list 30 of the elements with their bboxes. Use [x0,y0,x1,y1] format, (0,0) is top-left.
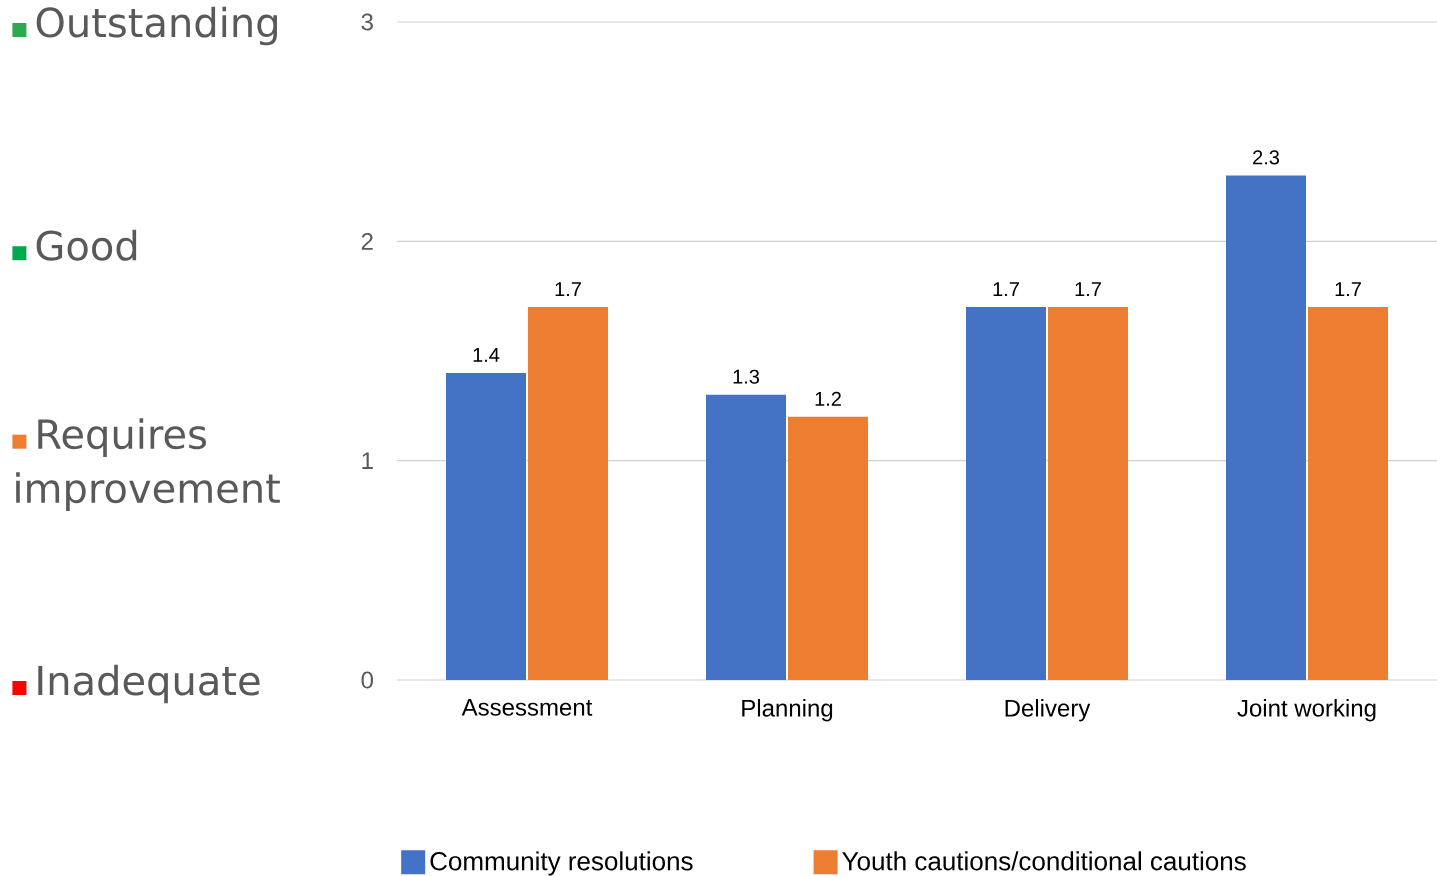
data-label: 1.7 [555,282,581,297]
data-label: 1.7 [993,282,1019,297]
bar [706,394,786,680]
text: Outstanding [36,6,277,46]
bar [446,372,526,680]
y-tick-label: 3 [361,13,373,31]
data-label: 1.4 [473,348,500,362]
bar [965,307,1046,680]
x-tick-label: Assessment [461,699,593,716]
bar [788,416,868,680]
x-tick-label: Joint working [1237,699,1376,722]
text: Good [36,229,137,261]
data-label: 2.3 [1253,150,1280,165]
data-label: 1.2 [815,391,841,406]
text: Inadequate [38,664,260,704]
y-tick-label: 1 [362,452,373,469]
y-tick-label: 0 [361,671,374,689]
legend-label: Community resolutions [430,851,693,876]
data-label: 1.7 [1335,282,1361,297]
bar [1307,307,1388,680]
text: Requires improvement [16,418,280,511]
x-tick-label: Planning [742,699,833,722]
data-label: 1.3 [733,369,760,384]
x-tick-label: Delivery [1005,699,1091,722]
bar [1225,175,1306,680]
legend-label: Youth cautions/conditional cautions [842,851,1246,871]
y-tick-label: 2 [361,232,373,250]
bar [1047,307,1128,680]
data-label: 1.7 [1075,282,1101,297]
bar [528,307,608,680]
